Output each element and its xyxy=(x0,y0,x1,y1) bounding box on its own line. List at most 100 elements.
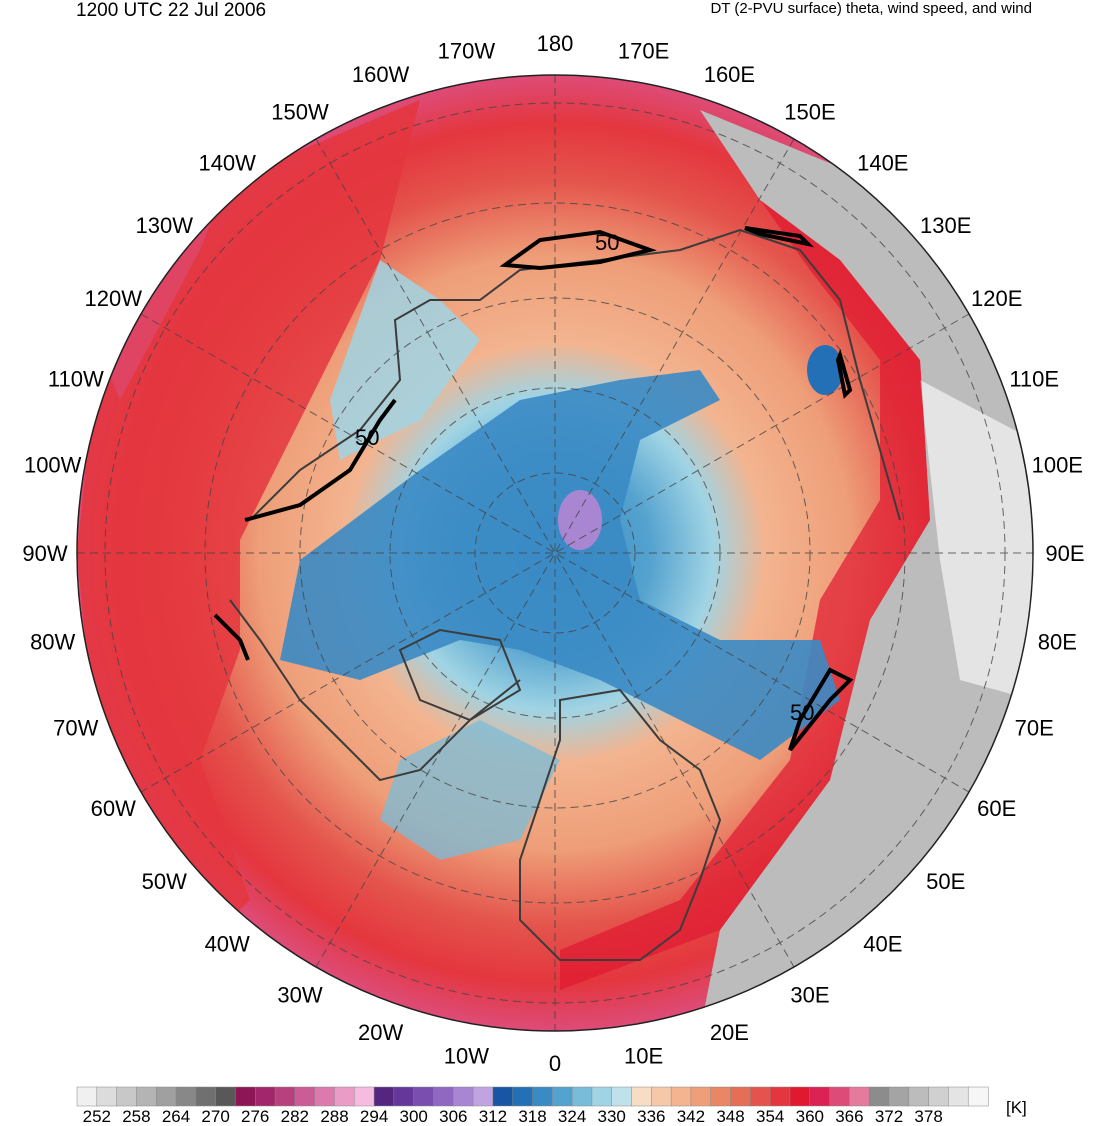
colorbar-tick-label: 366 xyxy=(835,1107,863,1126)
colorbar-swatch xyxy=(96,1086,118,1107)
colorbar-swatch xyxy=(690,1086,712,1107)
contour-label: 50 xyxy=(355,425,379,450)
longitude-label: 170W xyxy=(438,39,496,64)
colorbar-tick-label: 360 xyxy=(796,1107,824,1126)
colorbar-swatch xyxy=(413,1086,435,1107)
colorbar-swatch xyxy=(829,1086,850,1107)
colorbar-swatch xyxy=(195,1086,217,1107)
colorbar-tick-label: 372 xyxy=(875,1107,903,1126)
longitude-label: 20W xyxy=(358,1020,403,1045)
longitude-label: 10W xyxy=(444,1043,489,1068)
colorbar-tick-label: 288 xyxy=(320,1107,348,1126)
colorbar-swatch xyxy=(591,1086,613,1107)
longitude-label: 50E xyxy=(926,869,965,894)
longitude-label: 70E xyxy=(1015,715,1054,740)
longitude-label: 90E xyxy=(1045,541,1084,566)
longitude-label: 10E xyxy=(624,1043,663,1068)
longitude-label: 70W xyxy=(53,715,98,740)
colorbar-tick-label: 348 xyxy=(716,1107,744,1126)
longitude-label: 150W xyxy=(271,99,329,124)
longitude-label: 0 xyxy=(549,1051,561,1076)
longitude-label: 80E xyxy=(1038,630,1077,655)
colorbar-swatch xyxy=(512,1086,534,1107)
colorbar-swatch xyxy=(354,1086,375,1107)
longitude-label: 180 xyxy=(537,31,574,56)
valid-time-label: 1200 UTC 22 Jul 2006 xyxy=(76,0,267,21)
colorbar-tick-label: 324 xyxy=(558,1107,586,1126)
colorbar-swatch xyxy=(769,1086,791,1107)
field-description-label: DT (2-PVU surface) theta, wind speed, an… xyxy=(710,0,1032,17)
contour-label: 50 xyxy=(790,700,814,725)
longitude-label: 110E xyxy=(1009,367,1059,392)
colorbar-swatch xyxy=(76,1086,98,1107)
longitude-label: 140E xyxy=(857,150,908,175)
longitude-label: 160W xyxy=(352,62,410,87)
longitude-label: 40W xyxy=(205,932,250,957)
colorbar-swatch xyxy=(314,1086,335,1107)
longitude-label: 20E xyxy=(710,1020,749,1045)
colorbar-swatch xyxy=(571,1086,593,1107)
colorbar-swatch xyxy=(967,1086,989,1107)
colorbar-swatch xyxy=(492,1086,514,1107)
longitude-label: 60E xyxy=(977,796,1016,821)
longitude-label: 140W xyxy=(198,150,256,175)
colorbar-swatch xyxy=(235,1086,256,1107)
colorbar-swatch xyxy=(631,1086,652,1107)
colorbar: 252 258 264 270 276 282 288 294 300 306 312 318 324 3… xyxy=(76,1086,989,1126)
colorbar-tick-label: 342 xyxy=(677,1107,705,1126)
colorbar-swatch xyxy=(254,1086,276,1107)
colorbar-swatch xyxy=(789,1086,811,1107)
colorbar-tick-label: 270 xyxy=(201,1107,229,1126)
longitude-label: 160E xyxy=(704,62,755,87)
longitude-label: 170E xyxy=(618,39,669,64)
colorbar-swatch xyxy=(809,1086,831,1107)
theta-field xyxy=(77,75,1033,1031)
colorbar-swatch xyxy=(710,1086,732,1107)
longitude-label: 130E xyxy=(920,213,971,238)
colorbar-swatch xyxy=(136,1086,157,1107)
colorbar-swatch xyxy=(116,1086,137,1107)
colorbar-swatch xyxy=(215,1086,236,1107)
contour-label: 50 xyxy=(595,230,619,255)
longitude-label: 30E xyxy=(790,983,829,1008)
colorbar-tick-label: 258 xyxy=(122,1107,150,1126)
colorbar-swatch xyxy=(888,1086,910,1107)
colorbar-swatch xyxy=(849,1086,870,1107)
colorbar-tick-label: 294 xyxy=(360,1107,388,1126)
colorbar-swatch xyxy=(908,1086,930,1107)
colorbar-tick-label: 306 xyxy=(439,1107,467,1126)
colorbar-swatch xyxy=(532,1086,553,1107)
colorbar-swatch xyxy=(155,1086,177,1107)
longitude-label: 120W xyxy=(85,286,143,311)
colorbar-swatch xyxy=(670,1086,692,1107)
colorbar-swatch xyxy=(750,1086,771,1107)
colorbar-tick-label: 330 xyxy=(598,1107,626,1126)
longitude-label: 100E xyxy=(1032,452,1083,477)
longitude-label: 40E xyxy=(863,932,902,957)
colorbar-tick-label: 336 xyxy=(637,1107,665,1126)
colorbar-swatch xyxy=(651,1086,672,1107)
longitude-label: 120E xyxy=(971,286,1022,311)
colorbar-swatch xyxy=(175,1086,197,1107)
colorbar-swatch xyxy=(334,1086,355,1107)
longitude-label: 130W xyxy=(136,213,194,238)
colorbar-swatch xyxy=(948,1086,969,1107)
longitude-labels: 180 170E 160E 150E 140E 130E 120E 110E 100E 90E 80… xyxy=(22,31,1084,1076)
colorbar-swatch xyxy=(373,1086,395,1107)
colorbar-tick-label: 312 xyxy=(479,1107,507,1126)
colorbar-swatch xyxy=(928,1086,949,1107)
longitude-label: 30W xyxy=(277,983,322,1008)
longitude-label: 50W xyxy=(142,869,187,894)
colorbar-swatch xyxy=(611,1086,633,1107)
colorbar-tick-label: 252 xyxy=(83,1107,111,1126)
colorbar-swatch xyxy=(868,1086,890,1107)
longitude-label: 80W xyxy=(30,630,75,655)
longitude-label: 90W xyxy=(22,541,67,566)
longitude-label: 150E xyxy=(784,99,835,124)
longitude-label: 100W xyxy=(24,452,82,477)
colorbar-swatch xyxy=(274,1086,296,1107)
colorbar-swatch xyxy=(393,1086,415,1107)
colorbar-tick-label: 354 xyxy=(756,1107,784,1126)
colorbar-tick-label: 300 xyxy=(400,1107,428,1126)
